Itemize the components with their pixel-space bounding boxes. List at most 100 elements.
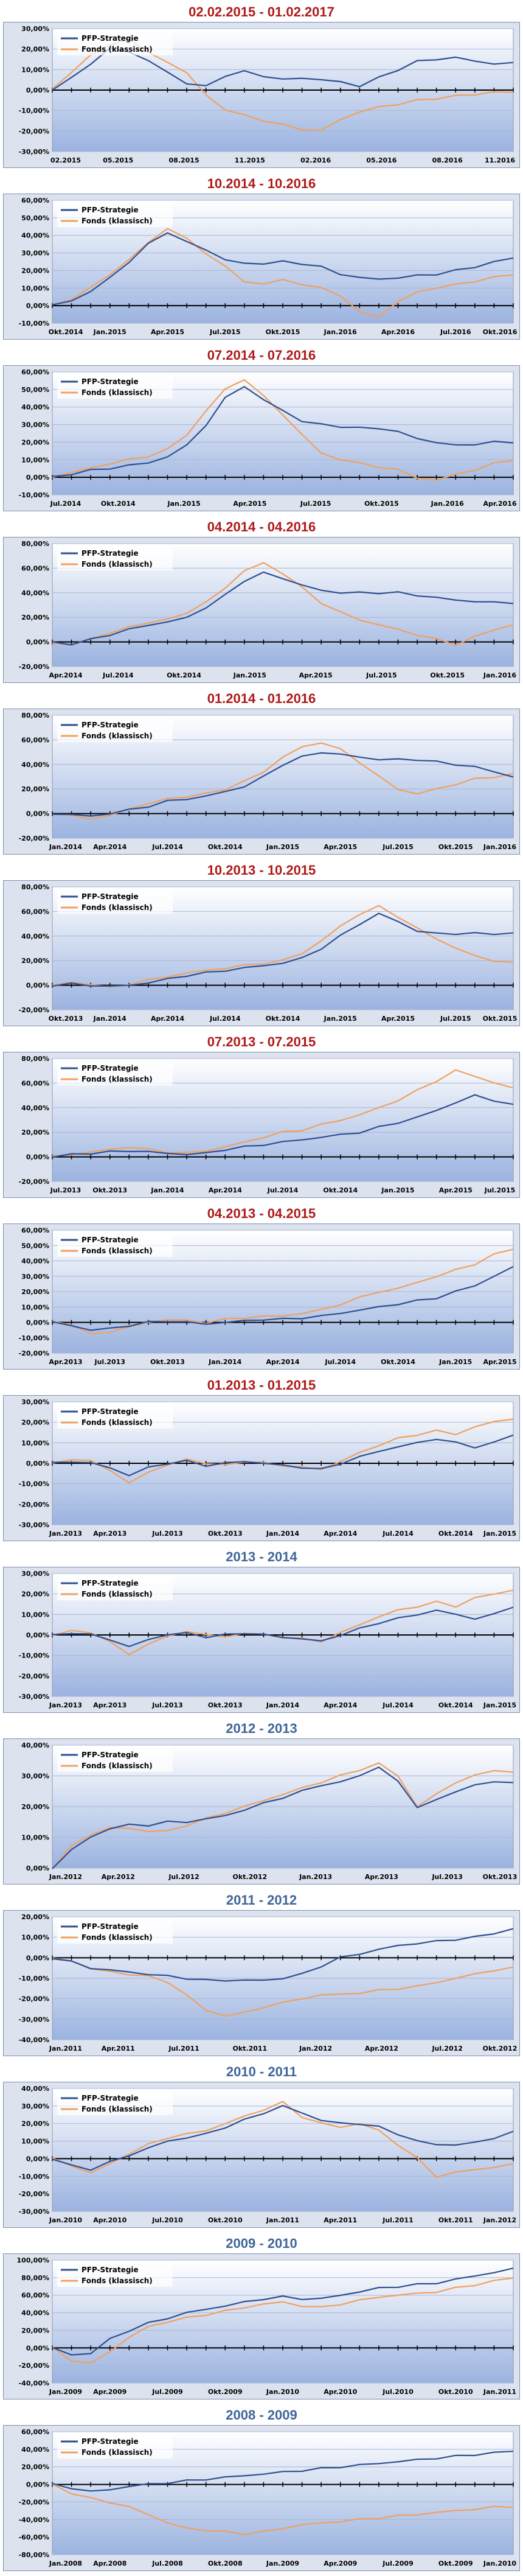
legend: PFP-Strategie Fonds (klassisch) <box>57 1748 173 1772</box>
legend: PFP-Strategie Fonds (klassisch) <box>57 1233 173 1257</box>
x-tick-label: Jul.2015 <box>209 328 241 336</box>
y-tick-label: 40,00% <box>21 232 49 240</box>
x-tick-label: Jul.2012 <box>168 1873 199 1881</box>
y-tick-label: 0,00% <box>26 982 49 990</box>
x-tick-label: Jan.2015 <box>167 500 201 508</box>
chart-panel: 2010 - 2011 40,00% 30,00% 20,00% 10,00% 0,00%… <box>0 2062 523 2228</box>
x-tick-label: Jan.2015 <box>266 843 299 851</box>
chart-panel: 2009 - 2010 100,00% 80,00% 60,00% 40,00% 20,0… <box>0 2234 523 2399</box>
series-line-fund <box>52 2483 514 2536</box>
y-tick-label: 10,00% <box>21 66 49 74</box>
x-tick-label: Apr.2012 <box>102 1873 135 1881</box>
y-tick-label: -10,00% <box>19 1334 49 1342</box>
y-tick-label: 30,00% <box>21 421 49 429</box>
x-tick-label: Jan.2009 <box>266 2560 299 2567</box>
chart-panel: 01.2014 - 01.2016 80,00% 60,00% 40,00% 20,00… <box>0 689 523 855</box>
y-tick-label: -20,00% <box>19 1995 49 2003</box>
x-tick-label: Okt.2010 <box>438 2388 473 2396</box>
x-tick-label: 05.2015 <box>103 156 133 164</box>
x-tick-label: Apr.2014 <box>93 843 126 851</box>
y-tick-label: 20,00% <box>21 1288 49 1296</box>
legend-label-fund: Fonds (klassisch) <box>81 388 153 397</box>
legend-label-fund: Fonds (klassisch) <box>81 2448 153 2457</box>
x-tick-label: Jul.2015 <box>484 1186 516 1194</box>
x-tick-label: Jan.2015 <box>324 1015 357 1023</box>
y-tick-label: -10,00% <box>19 320 49 327</box>
x-tick-label: Jul.2014 <box>209 1015 241 1023</box>
legend-background <box>57 546 173 570</box>
legend-label-strategy: PFP-Strategie <box>81 2437 139 2446</box>
x-tick-label: Jul.2014 <box>151 843 183 851</box>
y-tick-label: -30,00% <box>19 1521 49 1529</box>
y-tick-label: 60,00% <box>21 1079 49 1087</box>
y-tick-label: 10,00% <box>21 456 49 464</box>
x-tick-label: Okt.2012 <box>232 1873 267 1881</box>
legend-label-strategy: PFP-Strategie <box>81 549 139 558</box>
x-tick-label: Jul.2015 <box>440 1015 471 1023</box>
x-tick-label: Apr.2013 <box>93 1530 126 1538</box>
chart-area: 40,00% 30,00% 20,00% 10,00% 0,00% -10,00% -20,… <box>3 2082 520 2228</box>
legend-label-fund: Fonds (klassisch) <box>81 2105 153 2113</box>
y-tick-label: -30,00% <box>19 148 49 156</box>
x-tick-label: Okt.2014 <box>49 328 83 336</box>
x-tick-label: Okt.2012 <box>483 2045 518 2053</box>
x-tick-label: Apr.2014 <box>151 1015 184 1023</box>
y-tick-label: 0,00% <box>26 1319 49 1327</box>
series-line-fund <box>52 228 514 318</box>
x-tick-label: Jul.2013 <box>431 1873 463 1881</box>
legend-label-fund: Fonds (klassisch) <box>81 1418 153 1427</box>
y-tick-label: 20,00% <box>21 2463 49 2471</box>
y-tick-label: 60,00% <box>21 197 49 205</box>
y-tick-label: -30,00% <box>19 1693 49 1701</box>
x-tick-label: Jul.2009 <box>382 2560 414 2567</box>
chart-svg: 30,00% 20,00% 10,00% 0,00% -10,00% -20,00% -30… <box>19 1570 516 1709</box>
x-tick-label: Jan.2008 <box>49 2560 82 2567</box>
x-tick-label: Apr.2016 <box>381 328 415 336</box>
x-tick-label: Jan.2015 <box>438 1358 472 1366</box>
y-tick-label: -10,00% <box>19 491 49 499</box>
x-tick-label: Jan.2009 <box>49 2388 82 2396</box>
y-tick-label: 80,00% <box>21 1055 49 1063</box>
series-line-strategy <box>52 2105 514 2171</box>
y-tick-label: -20,00% <box>19 1349 49 1357</box>
chart-title: 04.2013 - 04.2015 <box>207 1206 316 1221</box>
chart-panel: 2012 - 2013 40,00% 30,00% 20,00% 10,00% 0,00%… <box>0 1719 523 1885</box>
chart-title: 2013 - 2014 <box>226 1549 297 1564</box>
legend: PFP-Strategie Fonds (klassisch) <box>57 889 173 914</box>
y-tick-label: -20,00% <box>19 2190 49 2198</box>
chart-title: 2012 - 2013 <box>226 1721 297 1736</box>
y-tick-label: 40,00% <box>21 2309 49 2317</box>
y-tick-label: 30,00% <box>21 1570 49 1578</box>
legend: PFP-Strategie Fonds (klassisch) <box>57 1061 173 1085</box>
y-tick-label: -10,00% <box>19 2172 49 2180</box>
series-line-strategy <box>52 2451 514 2492</box>
chart-area: 30,00% 20,00% 10,00% 0,00% -10,00% -20,00% -30… <box>3 22 520 168</box>
x-tick-label: Jan.2015 <box>483 1701 516 1709</box>
legend-label-fund: Fonds (klassisch) <box>81 1933 153 1942</box>
x-tick-label: Jan.2011 <box>266 2216 299 2224</box>
x-tick-label: Okt.2014 <box>101 500 136 508</box>
x-tick-label: Jul.2014 <box>267 1186 299 1194</box>
y-tick-label: -30,00% <box>19 2015 49 2023</box>
y-tick-label: 60,00% <box>21 2428 49 2436</box>
y-tick-label: 60,00% <box>21 1227 49 1234</box>
series-line-strategy <box>52 1606 514 1647</box>
x-tick-label: Jan.2013 <box>49 1530 82 1538</box>
chart-area: 60,00% 50,00% 40,00% 30,00% 20,00% 10,00% 0,00… <box>3 365 520 511</box>
x-tick-label: Jan.2013 <box>49 1701 82 1709</box>
x-tick-label: Jul.2015 <box>300 500 331 508</box>
x-tick-label: Apr.2010 <box>93 2216 126 2224</box>
x-tick-label: Apr.2010 <box>324 2388 357 2396</box>
chart-svg: 40,00% 30,00% 20,00% 10,00% 0,00% -10,00% -20,… <box>19 2085 516 2224</box>
legend: PFP-Strategie Fonds (klassisch) <box>57 1576 173 1600</box>
y-tick-label: 20,00% <box>21 46 49 54</box>
legend-background <box>57 889 173 914</box>
chart-svg: 30,00% 20,00% 10,00% 0,00% -10,00% -20,00% -30… <box>19 1398 516 1538</box>
series-line-strategy <box>52 386 514 477</box>
x-tick-label: Okt.2013 <box>92 1186 127 1194</box>
x-tick-label: Okt.2013 <box>150 1358 185 1366</box>
x-tick-label: Apr.2015 <box>439 1186 473 1194</box>
y-tick-label: 60,00% <box>21 908 49 915</box>
x-tick-label: Jul.2009 <box>151 2388 183 2396</box>
y-tick-label: 40,00% <box>21 2085 49 2093</box>
